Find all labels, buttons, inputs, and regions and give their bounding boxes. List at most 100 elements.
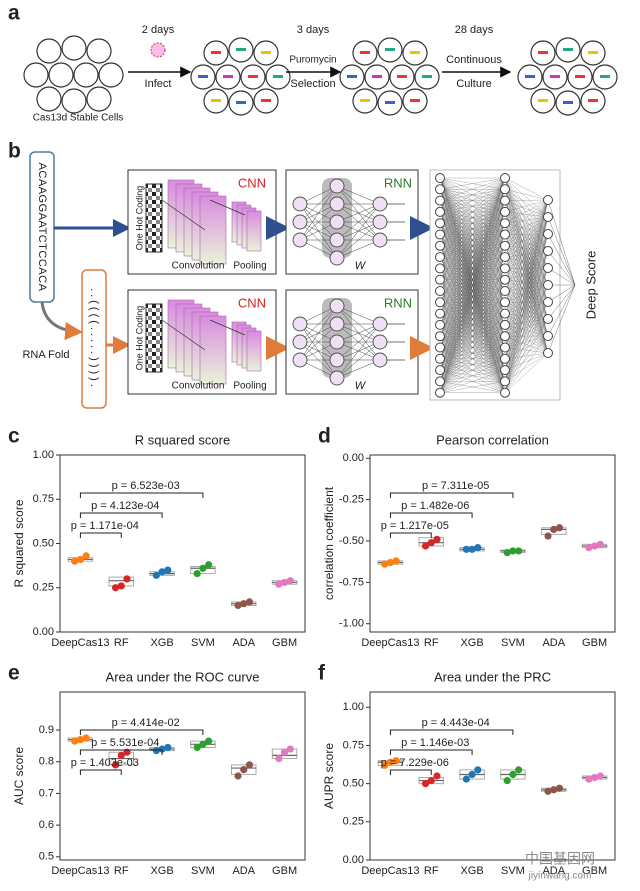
nn-node: [544, 196, 553, 205]
y-tick-label: 0.00: [343, 452, 364, 464]
conv-layer: [200, 196, 226, 264]
y-tick-label: -0.75: [339, 576, 364, 588]
nn-node: [436, 275, 445, 284]
y-tick-label: 0.6: [39, 819, 54, 831]
nn-node: [436, 174, 445, 183]
nn-node: [501, 309, 510, 318]
y-axis-label: AUC score: [12, 747, 26, 805]
watermark-site: jiyinwang.com: [528, 871, 592, 882]
data-point: [246, 598, 253, 605]
fold-arrow: [42, 302, 80, 332]
nn-node: [436, 332, 445, 341]
data-point: [597, 772, 604, 779]
step-time: 3 days: [297, 24, 330, 36]
nn-node: [373, 335, 387, 349]
y-tick-label: 0.7: [39, 787, 54, 799]
data-point: [194, 570, 201, 577]
nn-node: [330, 371, 344, 385]
step-action: Infect: [145, 78, 172, 90]
x-tick-label: DeepCas13: [361, 637, 419, 649]
nn-node: [330, 179, 344, 193]
nn-node: [330, 335, 344, 349]
y-tick-label: 0.25: [33, 582, 54, 594]
data-point: [556, 524, 563, 531]
conv-label: Convolution: [172, 381, 225, 392]
nn-node: [501, 174, 510, 183]
nn-node: [293, 233, 307, 247]
nn-node: [501, 230, 510, 239]
nn-node: [501, 354, 510, 363]
data-point: [515, 766, 522, 773]
nn-node: [293, 317, 307, 331]
nn-node: [330, 233, 344, 247]
pool-layer: [247, 331, 261, 371]
bracket: [390, 770, 431, 775]
data-point: [597, 541, 604, 548]
y-axis-label: AUPR score: [322, 743, 336, 809]
y-tick-label: 0.75: [343, 739, 364, 751]
p-value: p = 1.217e-05: [381, 520, 449, 532]
x-tick-label: DeepCas13: [51, 865, 109, 877]
nn-node: [436, 388, 445, 397]
structure: ..((((.....)))).: [88, 288, 100, 390]
p-value: p = 4.443e-04: [422, 717, 490, 729]
one-hot-grid: [146, 184, 162, 252]
panel-letter: f: [318, 662, 326, 685]
p-value: p = 4.414e-02: [112, 717, 180, 729]
data-point: [393, 557, 400, 564]
panel-letter: c: [8, 425, 20, 448]
data-point: [205, 561, 212, 568]
pool-label: Pooling: [233, 381, 266, 392]
step-time: 28 days: [455, 24, 494, 36]
data-point: [556, 785, 563, 792]
data-point: [433, 772, 440, 779]
nn-node: [436, 264, 445, 273]
nn-node: [544, 264, 553, 273]
nn-node: [501, 185, 510, 194]
nn-node: [436, 196, 445, 205]
plot-frame: [370, 455, 615, 632]
x-tick-label: XGB: [460, 865, 483, 877]
y-axis-label: correlation coefficient: [322, 486, 336, 600]
nn-node: [501, 275, 510, 284]
x-tick-label: DeepCas13: [51, 637, 109, 649]
nn-node: [373, 353, 387, 367]
p-value: p = 1.482e-06: [401, 500, 469, 512]
nn-node: [293, 197, 307, 211]
nn-node: [436, 320, 445, 329]
conv-label: Convolution: [172, 261, 225, 272]
weight-label: W: [355, 380, 367, 392]
bracket: [80, 493, 203, 498]
data-point: [428, 777, 435, 784]
nn-node: [544, 230, 553, 239]
x-tick-label: SVM: [501, 865, 525, 877]
data-point: [205, 738, 212, 745]
nn-node: [293, 353, 307, 367]
virus-icon: [151, 43, 165, 57]
x-tick-label: XGB: [460, 637, 483, 649]
y-tick-label: 1.00: [33, 449, 54, 461]
chart-title: Area under the ROC curve: [106, 669, 260, 684]
plot-frame: [60, 455, 305, 632]
y-tick-label: 0.9: [39, 724, 54, 736]
nn-node: [293, 215, 307, 229]
data-point: [164, 566, 171, 573]
nn-node: [436, 241, 445, 250]
data-point: [504, 777, 511, 784]
rnn-label: RNN: [384, 175, 412, 190]
data-point: [246, 761, 253, 768]
chart-title: R squared score: [135, 432, 230, 447]
nn-node: [436, 366, 445, 375]
fold-label: RNA Fold: [22, 349, 69, 361]
watermark: 中国基因网: [525, 851, 595, 867]
nn-node: [501, 366, 510, 375]
conv-layer: [200, 316, 226, 384]
nn-node: [373, 317, 387, 331]
nn-node: [436, 354, 445, 363]
bracket: [390, 513, 472, 518]
nn-node: [436, 343, 445, 352]
x-tick-label: GBM: [272, 637, 297, 649]
x-tick-label: DeepCas13: [361, 865, 419, 877]
step-time: 2 days: [142, 24, 175, 36]
nn-node: [501, 207, 510, 216]
